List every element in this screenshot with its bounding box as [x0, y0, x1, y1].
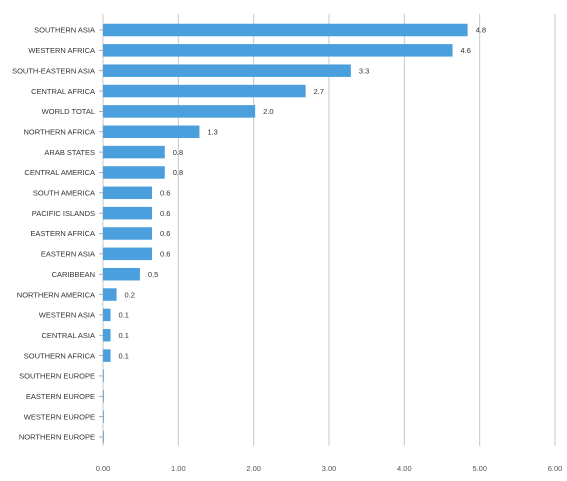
data-label: 0.6	[160, 250, 170, 259]
category-label: NORTHERN EUROPE	[19, 433, 95, 442]
category-label: NORTHERN AMERICA	[17, 290, 95, 299]
data-label: 0.1	[119, 351, 129, 360]
bar	[103, 247, 152, 261]
data-label: 0.6	[160, 189, 170, 198]
category-label: SOUTHERN AFRICA	[24, 351, 95, 360]
data-label: 4.8	[476, 26, 486, 35]
bar	[103, 44, 453, 57]
data-label: 2.0	[263, 107, 273, 116]
category-label: EASTERN EUROPE	[26, 392, 95, 401]
category-label: SOUTHERN ASIA	[34, 26, 95, 35]
x-tick-label: 3.00	[322, 464, 337, 473]
bar	[103, 23, 468, 37]
category-label: CENTRAL AMERICA	[24, 168, 95, 177]
category-label: PACIFIC ISLANDS	[32, 209, 95, 218]
data-label: 0.5	[148, 270, 158, 279]
data-label: 3.3	[359, 66, 369, 75]
bar	[103, 145, 165, 159]
category-label: CARIBBEAN	[52, 270, 95, 279]
data-label: 0.2	[125, 290, 135, 299]
bar	[103, 288, 117, 301]
x-axis-ticks: 0.00 1.00 2.00 3.00 4.00 5.00 6.00	[96, 464, 563, 473]
category-label: ARAB STATES	[44, 148, 95, 157]
category-label: WESTERN ASIA	[39, 311, 95, 320]
data-label: 4.6	[461, 46, 471, 55]
category-label: SOUTH-EASTERN ASIA	[12, 66, 95, 75]
category-label: SOUTHERN EUROPE	[19, 372, 95, 381]
data-label: 0.8	[173, 168, 183, 177]
data-label: 0.1	[119, 331, 129, 340]
bar	[103, 430, 104, 444]
bar	[103, 308, 111, 322]
value-labels: 4.8 4.6 3.3 2.7 2.0 1.3 0.8 0.8 0.6 0.6 0.6 0.6 0.5 0…	[119, 26, 487, 361]
category-label: SOUTH AMERICA	[33, 189, 95, 198]
x-tick-label: 0.00	[96, 464, 111, 473]
bar	[103, 349, 111, 362]
bar	[103, 166, 165, 179]
category-label: WORLD TOTAL	[42, 107, 95, 116]
data-label: 0.6	[160, 229, 170, 238]
category-label: CENTRAL AFRICA	[31, 87, 95, 96]
bars	[103, 23, 468, 444]
category-label: WESTERN AFRICA	[28, 46, 95, 55]
bar	[103, 329, 111, 342]
bar	[103, 267, 140, 281]
bar	[103, 369, 104, 383]
x-tick-label: 1.00	[171, 464, 186, 473]
category-labels: SOUTHERN ASIA WESTERN AFRICA SOUTH-EASTERN…	[12, 26, 103, 442]
data-label: 2.7	[314, 87, 324, 96]
x-tick-label: 5.00	[472, 464, 487, 473]
data-label: 0.1	[119, 311, 129, 320]
x-tick-label: 4.00	[397, 464, 412, 473]
data-label: 0.6	[160, 209, 170, 218]
bar	[103, 186, 152, 200]
category-label: NORTHERN AFRICA	[23, 127, 95, 136]
x-tick-label: 6.00	[548, 464, 563, 473]
x-tick-label: 2.00	[246, 464, 261, 473]
bar	[103, 105, 256, 118]
bar	[103, 390, 104, 403]
bar	[103, 125, 200, 138]
gridlines	[102, 14, 556, 446]
category-label: WESTERN EUROPE	[24, 412, 95, 421]
category-label: EASTERN AFRICA	[30, 229, 95, 238]
bar	[103, 84, 306, 98]
bar	[103, 64, 351, 77]
data-label: 0.8	[173, 148, 183, 157]
bar	[103, 206, 152, 220]
bar	[103, 227, 152, 240]
category-label: CENTRAL ASIA	[42, 331, 96, 340]
category-label: EASTERN ASIA	[41, 250, 95, 259]
bar	[103, 410, 104, 423]
data-label: 1.3	[207, 127, 217, 136]
